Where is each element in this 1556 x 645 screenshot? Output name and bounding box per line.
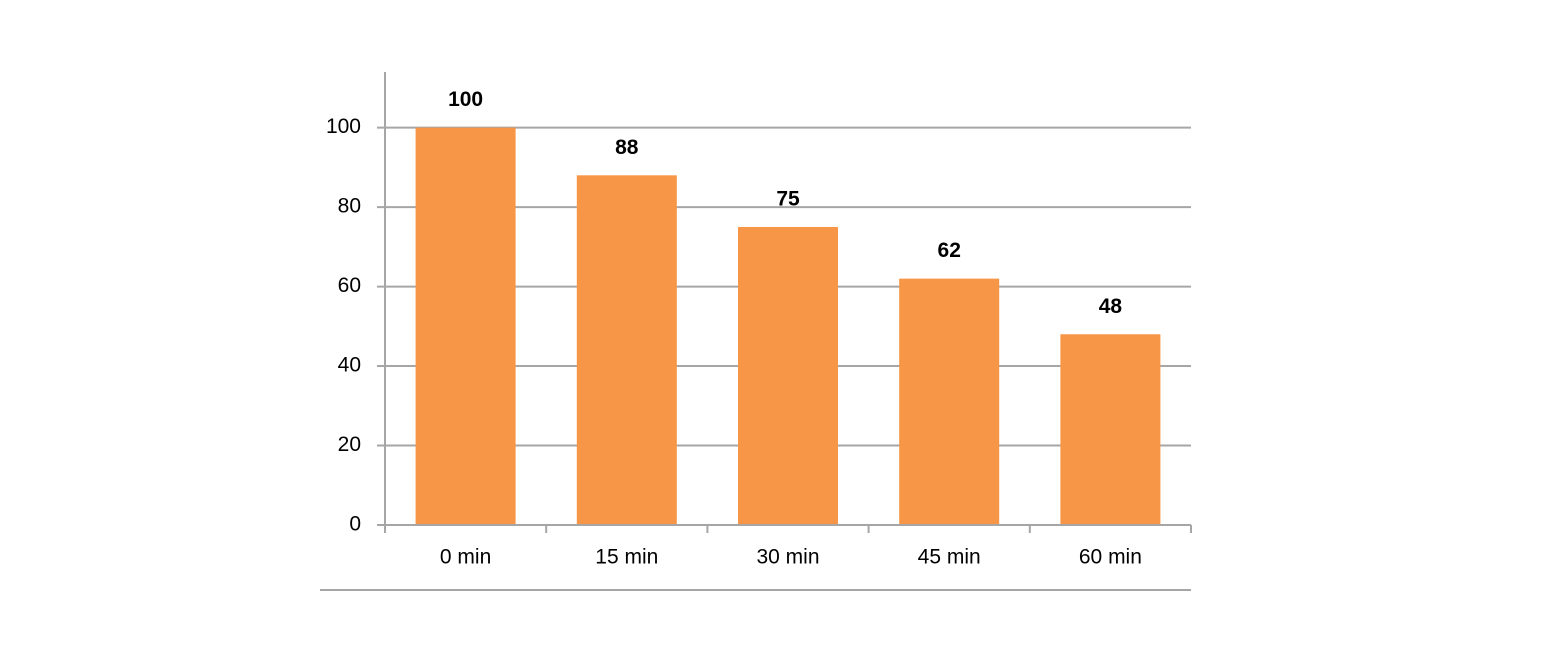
x-tick-label: 60 min	[1079, 546, 1142, 569]
value-label: 88	[615, 136, 639, 159]
y-tick-label: 60	[338, 274, 361, 297]
y-tick-label: 80	[338, 195, 361, 218]
y-tick-label: 20	[338, 433, 361, 456]
y-tick-label: 40	[338, 354, 361, 377]
y-tick-label: 100	[326, 115, 361, 138]
x-tick-label: 45 min	[918, 546, 981, 569]
bar	[738, 226, 838, 525]
value-label: 75	[776, 188, 800, 211]
bar	[415, 127, 516, 525]
x-tick-label: 0 min	[440, 546, 491, 569]
x-tick-label: 30 min	[756, 546, 819, 569]
y-tick-label: 0	[349, 513, 361, 536]
bar	[899, 278, 1000, 525]
bar	[1060, 334, 1161, 525]
value-label: 62	[938, 239, 961, 262]
bar	[576, 175, 677, 525]
value-label: 100	[448, 88, 483, 111]
x-tick-label: 15 min	[595, 546, 658, 569]
value-label: 48	[1099, 295, 1123, 318]
